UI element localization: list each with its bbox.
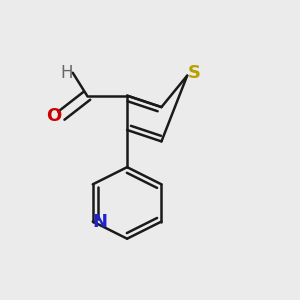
Text: O: O [46,107,62,125]
Text: N: N [92,212,107,230]
Text: S: S [188,64,201,82]
Text: H: H [61,64,73,82]
